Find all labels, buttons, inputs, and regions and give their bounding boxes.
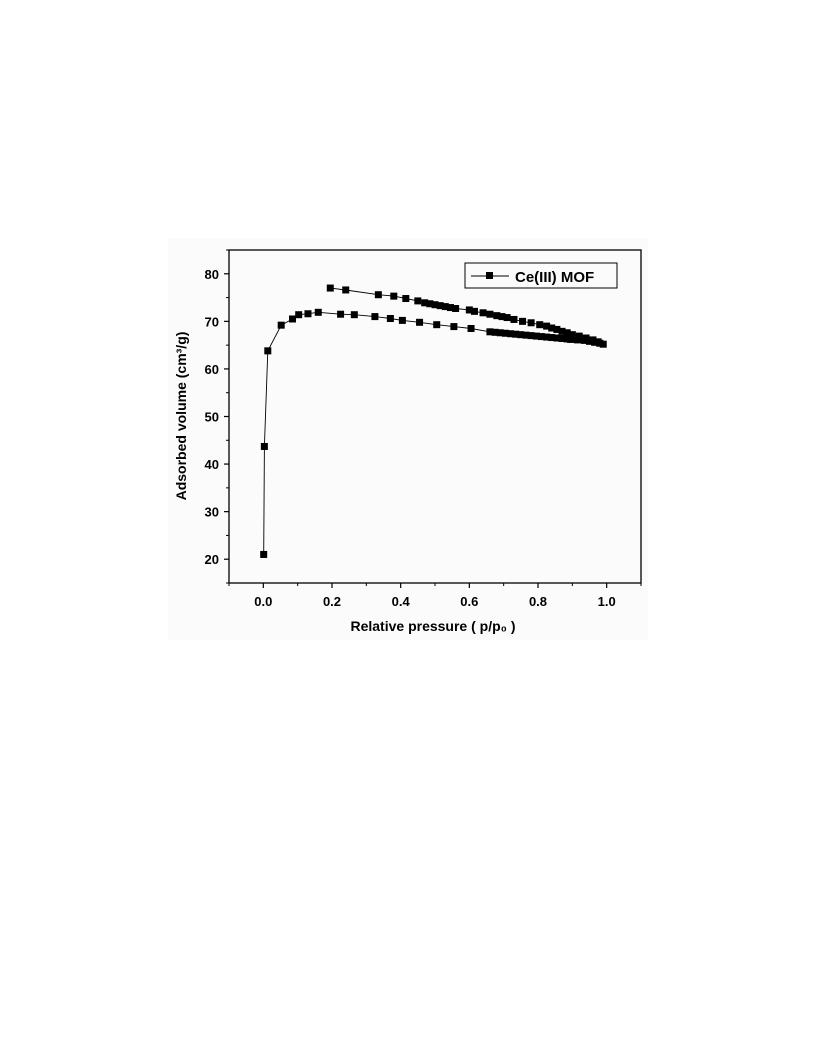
data-point: [433, 321, 441, 329]
data-point: [522, 331, 530, 339]
data-point: [553, 334, 561, 342]
data-point: [431, 301, 439, 309]
y-tick-label: 20: [205, 552, 219, 567]
data-point: [314, 308, 322, 316]
legend-marker: [486, 272, 493, 279]
data-point: [582, 334, 590, 342]
plot-border: [228, 249, 642, 584]
data-point: [436, 302, 444, 310]
data-point: [575, 332, 583, 340]
data-point: [402, 295, 410, 303]
data-point: [421, 299, 429, 307]
x-axis-ticks: 0.0 0.2 0.4 0.6 0.8 1.0: [228, 583, 642, 609]
data-point: [507, 330, 515, 338]
legend: Ce(III) MOF: [464, 262, 618, 289]
data-point: [342, 286, 350, 294]
data-point: [452, 305, 460, 313]
y-tick-label: 60: [205, 362, 219, 377]
data-point: [350, 311, 358, 319]
data-point: [486, 328, 494, 336]
data-point: [512, 330, 520, 338]
x-axis-title: Relative pressure ( p/p₀ ): [350, 618, 515, 634]
y-tick-label: 40: [205, 457, 219, 472]
data-point: [527, 319, 535, 327]
data-point: [536, 321, 544, 329]
y-tick-label: 80: [205, 267, 219, 282]
data-point: [374, 291, 382, 299]
data-point: [503, 314, 511, 322]
series-points: [260, 284, 607, 558]
data-point: [416, 318, 424, 326]
data-point: [486, 310, 494, 318]
data-point: [548, 324, 556, 332]
data-point: [543, 322, 551, 330]
data-point: [426, 300, 434, 308]
legend-label: Ce(III) MOF: [515, 269, 594, 286]
data-point: [589, 336, 597, 344]
data-point: [532, 332, 540, 340]
data-point: [390, 292, 398, 300]
x-tick-label: 0.4: [392, 594, 411, 609]
data-point: [295, 311, 303, 319]
chart-figure: [168, 238, 648, 640]
data-point: [260, 550, 268, 558]
data-point: [568, 331, 576, 339]
data-point: [467, 324, 475, 332]
data-point: [371, 313, 379, 321]
data-point: [599, 340, 607, 348]
x-tick-label: 0.6: [460, 594, 478, 609]
y-tick-label: 50: [205, 410, 219, 425]
y-tick-label: 30: [205, 505, 219, 520]
y-tick-label: 70: [205, 314, 219, 329]
y-axis-ticks: 20 30 40 50 60 70 80: [205, 249, 229, 584]
data-point: [594, 338, 602, 346]
data-point: [501, 329, 509, 337]
data-point: [386, 315, 394, 323]
data-point: [553, 325, 561, 333]
data-point: [450, 323, 458, 331]
data-point: [558, 334, 566, 342]
data-point: [517, 331, 525, 339]
data-point: [479, 309, 487, 317]
x-tick-label: 0.2: [323, 594, 341, 609]
data-point: [519, 317, 527, 325]
data-point: [277, 321, 285, 329]
data-point: [573, 336, 581, 344]
x-tick-label: 0.0: [254, 594, 272, 609]
data-point: [548, 334, 556, 342]
data-point: [498, 313, 506, 321]
data-point: [260, 442, 268, 450]
data-point: [558, 327, 566, 335]
data-point: [493, 312, 501, 320]
data-point: [470, 307, 478, 315]
data-point: [337, 310, 345, 318]
data-point: [563, 329, 571, 337]
data-point: [264, 347, 272, 355]
data-point: [543, 333, 551, 341]
y-axis-title: Adsorbed volume (cm³/g): [173, 332, 189, 501]
x-tick-label: 1.0: [598, 594, 616, 609]
data-point: [398, 316, 406, 324]
data-point: [510, 315, 518, 323]
data-point: [446, 304, 454, 312]
data-point: [537, 333, 545, 341]
data-point: [567, 335, 575, 343]
data-point: [491, 328, 499, 336]
axes-frame: [228, 249, 642, 584]
data-point: [414, 297, 422, 305]
data-point: [496, 329, 504, 337]
x-tick-label: 0.8: [529, 594, 547, 609]
data-point: [326, 284, 334, 292]
data-point: [289, 315, 297, 323]
data-point: [527, 332, 535, 340]
data-point: [465, 306, 473, 314]
data-point: [441, 303, 449, 311]
data-point: [304, 310, 312, 318]
